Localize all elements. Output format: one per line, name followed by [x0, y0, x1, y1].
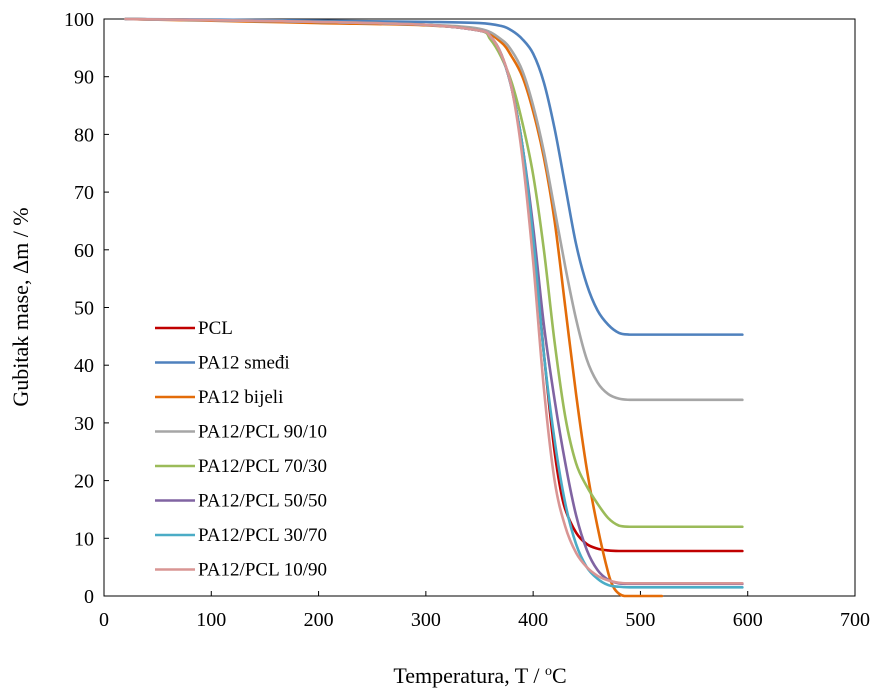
y-tick-label: 20: [74, 471, 94, 493]
x-tick-label: 300: [411, 609, 441, 631]
x-axis-title-sup: o: [545, 664, 552, 679]
x-axis-title: Temperatura, T / oC: [393, 663, 566, 688]
series-line-pa12-pcl-70-30: [124, 17, 744, 529]
y-tick-label: 0: [84, 586, 94, 608]
legend-label-pa12-pcl-50-50: PA12/PCL 50/50: [198, 491, 327, 512]
x-axis-title-unit: C: [552, 663, 567, 688]
y-tick-label: 60: [74, 240, 94, 262]
y-tick-label: 40: [74, 355, 94, 377]
y-tick-label: 100: [64, 9, 94, 31]
legend-label-pa12-pcl-90-10: PA12/PCL 90/10: [198, 422, 327, 443]
x-tick-label: 600: [733, 609, 763, 631]
x-axis-title-main: Temperatura, T /: [393, 663, 545, 688]
y-tick-label: 10: [74, 528, 94, 550]
axes: 0 10 20 30 40 50 60 70 80 90 100 0 100 200 300 400 500 60…: [64, 9, 870, 631]
series-lines: [124, 17, 744, 598]
y-tick-label: 50: [74, 298, 94, 320]
x-tick-label: 200: [304, 609, 334, 631]
legend-label-pa12-pcl-30-70: PA12/PCL 30/70: [198, 525, 327, 546]
series-line-pa12-pcl-90-10: [124, 17, 744, 402]
y-tick-label: 90: [74, 67, 94, 89]
series-line-pa12-sme-i: [124, 17, 744, 336]
legend-label-pa12-pcl-10-90: PA12/PCL 10/90: [198, 560, 327, 581]
legend-label-pcl: PCL: [198, 318, 233, 339]
y-axis-title: Gubitak mase, Δm / %: [8, 207, 33, 406]
x-tick-label: 100: [196, 609, 226, 631]
legend: PCL PA12 smeđi PA12 bijeli PA12/PCL 90/10 PA…: [155, 318, 327, 581]
y-tick-label: 70: [74, 182, 94, 204]
legend-label-pa12-sme-i: PA12 smeđi: [198, 353, 290, 374]
series-line-pa12-pcl-10-90: [124, 17, 744, 585]
y-tick-label: 30: [74, 413, 94, 435]
x-tick-label: 500: [625, 609, 655, 631]
x-tick-label: 700: [840, 609, 870, 631]
x-tick-label: 0: [99, 609, 109, 631]
x-tick-label: 400: [518, 609, 548, 631]
legend-label-pa12-pcl-70-30: PA12/PCL 70/30: [198, 456, 327, 477]
legend-label-pa12-bijeli: PA12 bijeli: [198, 387, 283, 408]
y-tick-label: 80: [74, 124, 94, 146]
